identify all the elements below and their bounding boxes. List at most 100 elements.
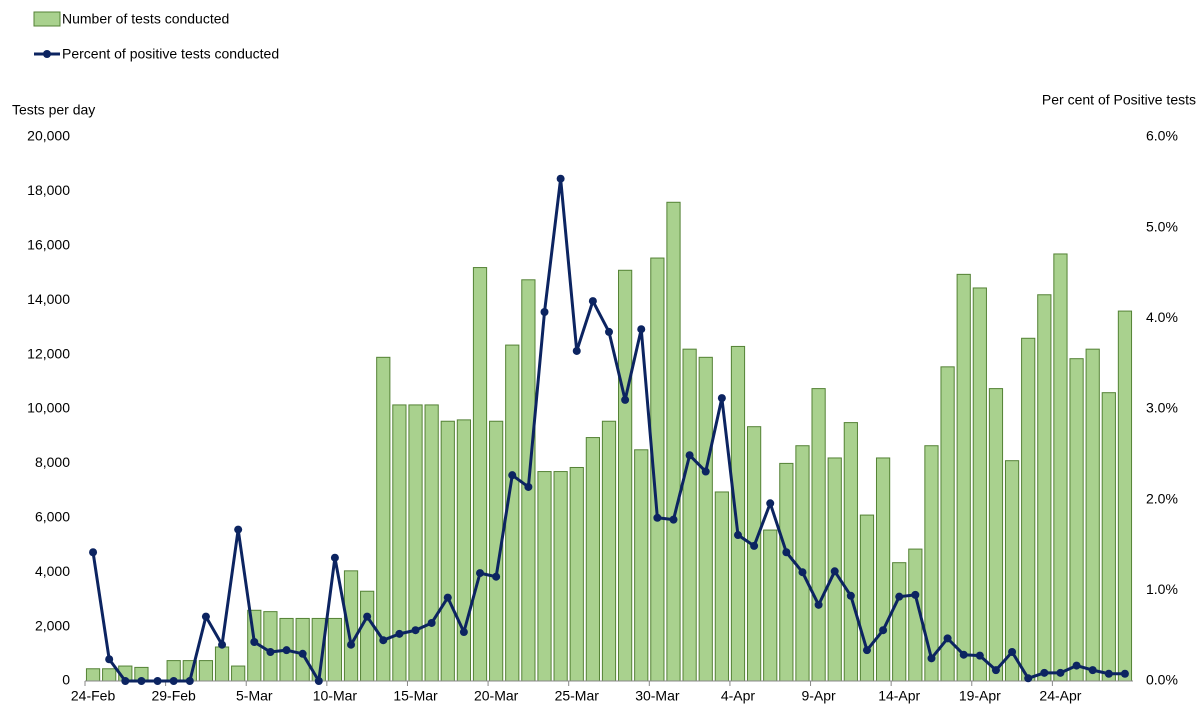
bar — [1004, 460, 1020, 682]
bar — [972, 287, 987, 682]
line-marker — [991, 666, 1000, 675]
line-marker — [879, 626, 888, 635]
bar — [940, 366, 955, 682]
bar — [424, 404, 439, 682]
line-marker — [895, 592, 904, 601]
line-marker — [250, 638, 259, 647]
line-marker — [201, 612, 210, 621]
bar — [585, 437, 600, 682]
line-marker — [218, 640, 227, 649]
bar — [682, 348, 697, 682]
line-marker — [137, 677, 146, 685]
y-axis-title: Tests per day — [12, 102, 95, 118]
line-marker — [814, 600, 823, 609]
line-marker — [508, 471, 517, 480]
bar — [392, 404, 407, 682]
bar — [698, 356, 713, 682]
line-marker — [314, 677, 323, 685]
line-marker — [830, 567, 839, 576]
line-marker — [153, 677, 162, 685]
bar — [811, 388, 826, 682]
line-marker — [798, 568, 807, 577]
line-marker — [298, 649, 307, 658]
line-marker — [782, 548, 791, 557]
line-marker — [395, 629, 404, 638]
y2-tick-label: 2.0% — [1146, 490, 1178, 506]
line-marker — [975, 651, 984, 660]
bar — [1085, 348, 1100, 682]
line-marker — [379, 636, 388, 645]
legend-label: Number of tests conducted — [62, 11, 229, 27]
x-tick-label: 29-Feb — [151, 688, 196, 704]
bar — [601, 420, 617, 682]
line-marker — [105, 655, 114, 664]
y-tick-label: 4,000 — [35, 563, 70, 579]
line-marker — [1072, 661, 1081, 670]
line-marker — [653, 513, 662, 522]
bar — [1021, 337, 1036, 682]
x-tick-label: 24-Feb — [71, 688, 116, 704]
bar — [1037, 294, 1052, 682]
bar — [714, 491, 729, 682]
bar — [859, 514, 875, 682]
legend-swatch-bar — [33, 11, 61, 27]
line-marker — [492, 572, 501, 581]
bar — [360, 590, 375, 682]
bar — [1053, 253, 1068, 682]
bar — [988, 388, 1004, 682]
bar — [263, 611, 278, 682]
line-marker — [621, 395, 630, 404]
line-marker — [524, 482, 533, 491]
y-tick-label: 10,000 — [27, 400, 70, 416]
line-marker — [1008, 647, 1017, 656]
bar — [102, 668, 117, 682]
line-marker — [476, 569, 485, 578]
line-marker — [701, 467, 710, 476]
y2-axis-title: Per cent of Positive tests — [1042, 92, 1196, 108]
line-marker — [89, 548, 98, 557]
y2-tick-label: 6.0% — [1146, 128, 1178, 144]
bar — [553, 471, 568, 682]
line-marker — [1120, 669, 1129, 678]
y-tick-label: 14,000 — [27, 291, 70, 307]
line-marker — [685, 451, 694, 460]
line-marker — [1104, 669, 1113, 678]
x-tick-label: 14-Apr — [878, 688, 920, 704]
line-marker — [750, 541, 759, 550]
bar — [440, 420, 455, 682]
bar — [892, 562, 907, 682]
line-marker — [588, 297, 597, 306]
bar — [763, 529, 778, 682]
y-tick-label: 16,000 — [27, 237, 70, 253]
line-marker — [330, 553, 339, 562]
legend-label: Percent of positive tests conducted — [62, 46, 279, 62]
bar — [295, 617, 310, 682]
y-tick-label: 8,000 — [35, 454, 70, 470]
line-marker — [862, 646, 871, 655]
x-tick-label: 5-Mar — [236, 688, 273, 704]
line-marker — [427, 618, 436, 627]
line-marker — [121, 677, 130, 685]
line-marker — [733, 531, 742, 540]
bar — [456, 419, 472, 682]
bar — [327, 617, 343, 682]
y2-tick-label: 4.0% — [1146, 309, 1178, 325]
bar — [1069, 358, 1084, 682]
y2-tick-label: 1.0% — [1146, 581, 1178, 597]
line-marker — [1056, 668, 1065, 677]
y-tick-label: 6,000 — [35, 509, 70, 525]
line-marker — [605, 327, 613, 336]
bar — [198, 660, 214, 682]
x-tick-label: 24-Apr — [1039, 688, 1081, 704]
x-tick-label: 19-Apr — [959, 688, 1001, 704]
line-marker — [911, 590, 920, 599]
line-marker — [443, 593, 452, 602]
bar — [795, 445, 810, 682]
y-tick-label: 2,000 — [35, 617, 70, 633]
bar — [956, 273, 971, 682]
bar — [569, 466, 584, 682]
line-marker — [411, 626, 420, 635]
x-tick-label: 4-Apr — [721, 688, 756, 704]
line-marker — [363, 612, 372, 621]
